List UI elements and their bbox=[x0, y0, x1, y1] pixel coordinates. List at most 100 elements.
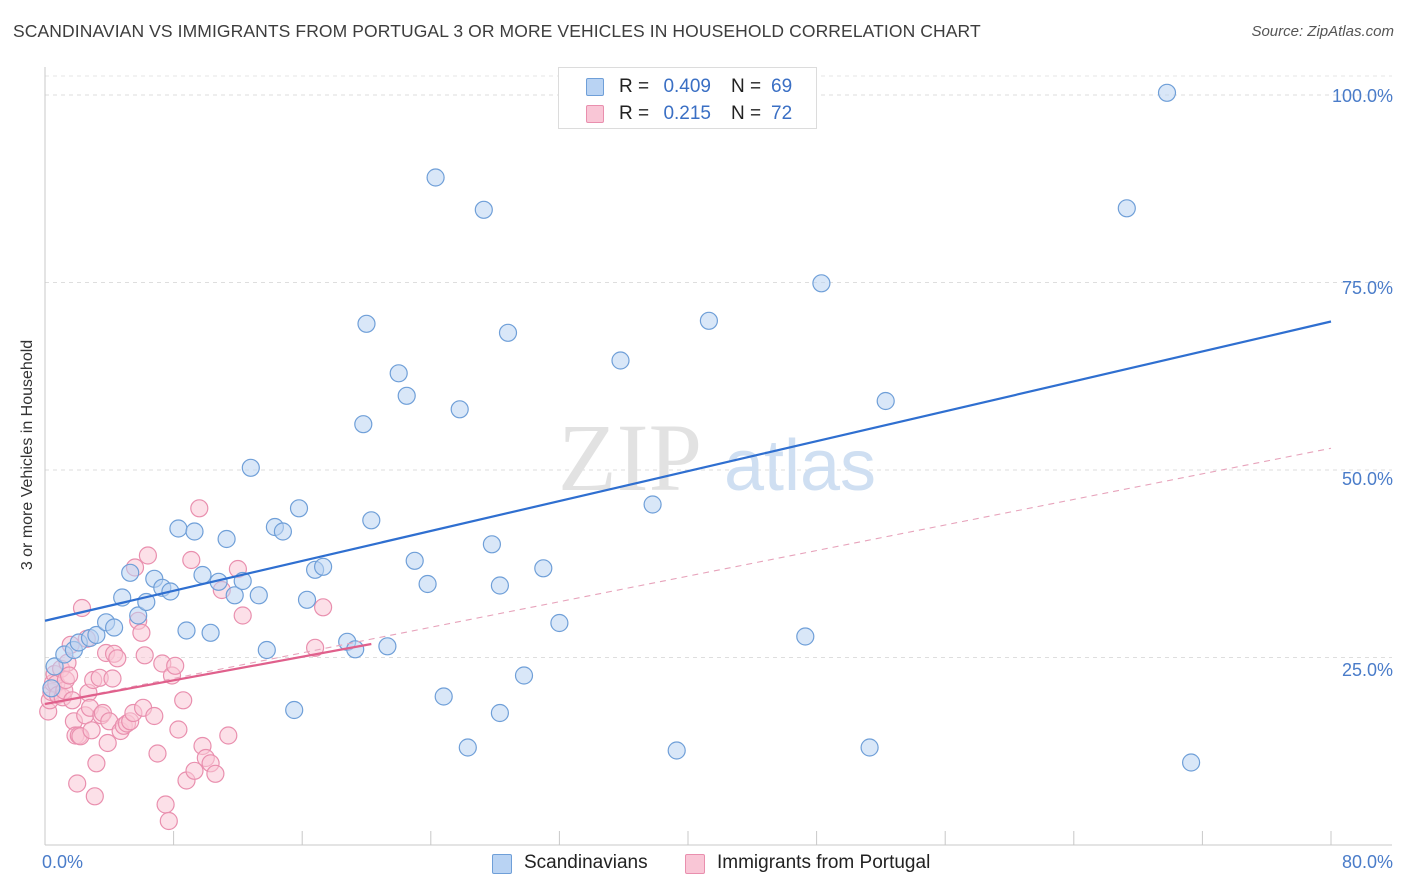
stats-legend: R = 0.409 N = 69 R = 0.215 N = 72 bbox=[558, 67, 817, 129]
portugal-point bbox=[306, 638, 325, 657]
scandinavian-point bbox=[458, 738, 477, 757]
portugal-point bbox=[87, 754, 106, 773]
scandinavian-point bbox=[699, 311, 719, 330]
portugal-point bbox=[190, 499, 209, 518]
scandinavian-point bbox=[314, 557, 333, 576]
scandinavian-point bbox=[796, 627, 815, 646]
portugal-point bbox=[182, 550, 201, 570]
scandinavian-point bbox=[87, 625, 106, 645]
portugal-trend-line bbox=[44, 642, 372, 706]
scandinavian-point bbox=[490, 703, 509, 723]
scandinavian-point bbox=[860, 738, 879, 757]
bottom-legend-swatch-blue bbox=[492, 854, 512, 874]
scandinavian-point bbox=[418, 574, 437, 594]
watermark-zip: ZIP bbox=[558, 404, 702, 511]
scandinavian-point bbox=[249, 586, 268, 605]
scandinavian-point bbox=[193, 565, 212, 585]
scandinavian-point bbox=[297, 590, 317, 609]
portugal-point bbox=[98, 733, 117, 753]
portugal-point bbox=[85, 787, 104, 806]
scandinavian-point bbox=[498, 323, 518, 342]
portugal-point bbox=[148, 744, 167, 763]
portugal-point bbox=[68, 774, 87, 793]
bottom-legend-swatch-pink bbox=[685, 854, 705, 874]
scandinavian-point bbox=[397, 386, 416, 405]
bottom-legend-label: Scandinavians bbox=[524, 852, 648, 873]
scandinavian-point bbox=[474, 200, 493, 219]
y-tick-75: 75.0% bbox=[1341, 278, 1393, 298]
scandinavian-point bbox=[611, 351, 630, 370]
scandinavian-point bbox=[104, 618, 124, 637]
portugal-point bbox=[156, 795, 175, 814]
scandinavian-point bbox=[405, 551, 424, 570]
scandinavian-point bbox=[1157, 83, 1177, 102]
legend-n-label: N = bbox=[731, 103, 762, 124]
scandinavian-point bbox=[876, 391, 895, 411]
portugal-point bbox=[233, 606, 252, 625]
scandinavian-point bbox=[389, 364, 408, 383]
y-tick-25: 25.0% bbox=[1341, 660, 1393, 680]
y-tick-50: 50.0% bbox=[1341, 469, 1393, 489]
series-scandinavians-points bbox=[42, 80, 1201, 772]
x-max-label: 80.0% bbox=[1341, 852, 1393, 872]
scandinavian-point bbox=[169, 519, 188, 538]
x-min-label: 0.0% bbox=[42, 852, 84, 872]
scandinavian-trend-line bbox=[44, 320, 1332, 622]
scandinavian-point bbox=[812, 274, 831, 293]
legend-swatch-pink bbox=[586, 105, 604, 123]
scandinavian-point bbox=[490, 576, 509, 595]
portugal-point bbox=[103, 669, 122, 688]
scandinavian-point bbox=[45, 657, 64, 676]
scandinavian-point bbox=[121, 563, 140, 582]
scandinavian-point bbox=[550, 613, 569, 633]
scandinavian-point bbox=[225, 586, 244, 605]
scandinavian-point bbox=[482, 535, 501, 554]
legend-r-value: 0.409 bbox=[663, 76, 711, 97]
portugal-point bbox=[82, 721, 101, 740]
series-portugal-points bbox=[39, 499, 333, 831]
scandinavian-point bbox=[273, 522, 292, 541]
portugal-point bbox=[159, 811, 178, 831]
portugal-point bbox=[206, 764, 225, 783]
scandinavian-point bbox=[667, 741, 686, 760]
portugal-point bbox=[132, 623, 151, 642]
scandinavian-point bbox=[378, 637, 397, 656]
legend-n-value: 69 bbox=[771, 76, 793, 97]
legend-r-value: 0.215 bbox=[663, 103, 711, 124]
y-tick-100: 100.0% bbox=[1331, 86, 1393, 106]
portugal-point bbox=[138, 546, 157, 565]
axes bbox=[44, 67, 1392, 846]
scandinavian-point bbox=[177, 621, 196, 640]
portugal-point bbox=[59, 666, 79, 685]
scandinavian-point bbox=[185, 522, 204, 541]
legend-swatch-blue bbox=[586, 78, 604, 96]
scandinavian-point bbox=[434, 687, 453, 706]
portugal-point bbox=[169, 720, 188, 739]
source-label: Source: ZipAtlas.com bbox=[1251, 23, 1394, 40]
scandinavian-point bbox=[514, 666, 534, 685]
legend-r-label: R = bbox=[619, 76, 650, 97]
legend-r-label: R = bbox=[619, 103, 650, 124]
watermark: ZIP atlas bbox=[558, 404, 876, 511]
scandinavian-point bbox=[289, 499, 309, 518]
legend-row-scandinavians: R = 0.409 N = 69 bbox=[559, 74, 816, 100]
portugal-point bbox=[174, 691, 193, 710]
portugal-point bbox=[314, 598, 333, 617]
scandinavian-point bbox=[241, 458, 260, 477]
trend-lines bbox=[44, 320, 1332, 706]
scandinavian-point bbox=[285, 700, 304, 720]
scandinavian-point bbox=[354, 415, 373, 434]
watermark-atlas: atlas bbox=[724, 426, 876, 506]
chart-title: SCANDINAVIAN VS IMMIGRANTS FROM PORTUGAL… bbox=[13, 21, 981, 41]
portugal-point bbox=[185, 761, 204, 780]
scandinavian-point bbox=[357, 314, 376, 333]
scandinavian-point bbox=[217, 529, 236, 549]
portugal-point bbox=[166, 656, 185, 675]
scandinavian-point bbox=[426, 168, 445, 187]
scandinavian-point bbox=[450, 400, 469, 419]
scandinavian-point bbox=[42, 679, 61, 698]
scandinavian-point bbox=[129, 606, 148, 625]
legend-n-value: 72 bbox=[771, 103, 793, 124]
scandinavian-point bbox=[1181, 753, 1201, 772]
